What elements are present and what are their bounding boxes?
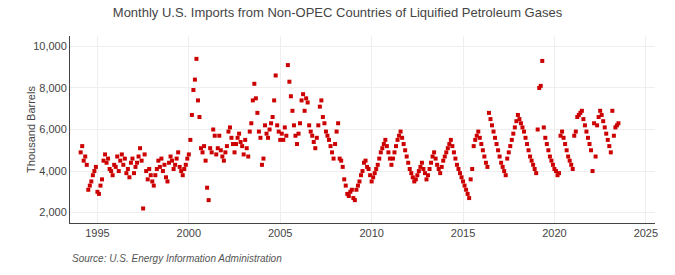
- svg-text:2010: 2010: [359, 227, 383, 239]
- svg-text:2005: 2005: [268, 227, 292, 239]
- svg-text:10,000: 10,000: [33, 40, 67, 52]
- svg-text:Source: U.S. Energy Informatio: Source: U.S. Energy Information Administ…: [72, 253, 282, 264]
- svg-text:2,000: 2,000: [39, 206, 67, 218]
- svg-text:2015: 2015: [451, 227, 475, 239]
- svg-text:2020: 2020: [542, 227, 566, 239]
- svg-text:6,000: 6,000: [39, 123, 67, 135]
- svg-text:Thousand Barrels: Thousand Barrels: [25, 86, 37, 173]
- svg-text:2025: 2025: [634, 227, 658, 239]
- svg-text:8,000: 8,000: [39, 82, 67, 94]
- svg-text:1995: 1995: [85, 227, 109, 239]
- svg-text:Monthly U.S. Imports from Non-: Monthly U.S. Imports from Non-OPEC Count…: [113, 5, 563, 20]
- svg-text:4,000: 4,000: [39, 165, 67, 177]
- svg-text:2000: 2000: [177, 227, 201, 239]
